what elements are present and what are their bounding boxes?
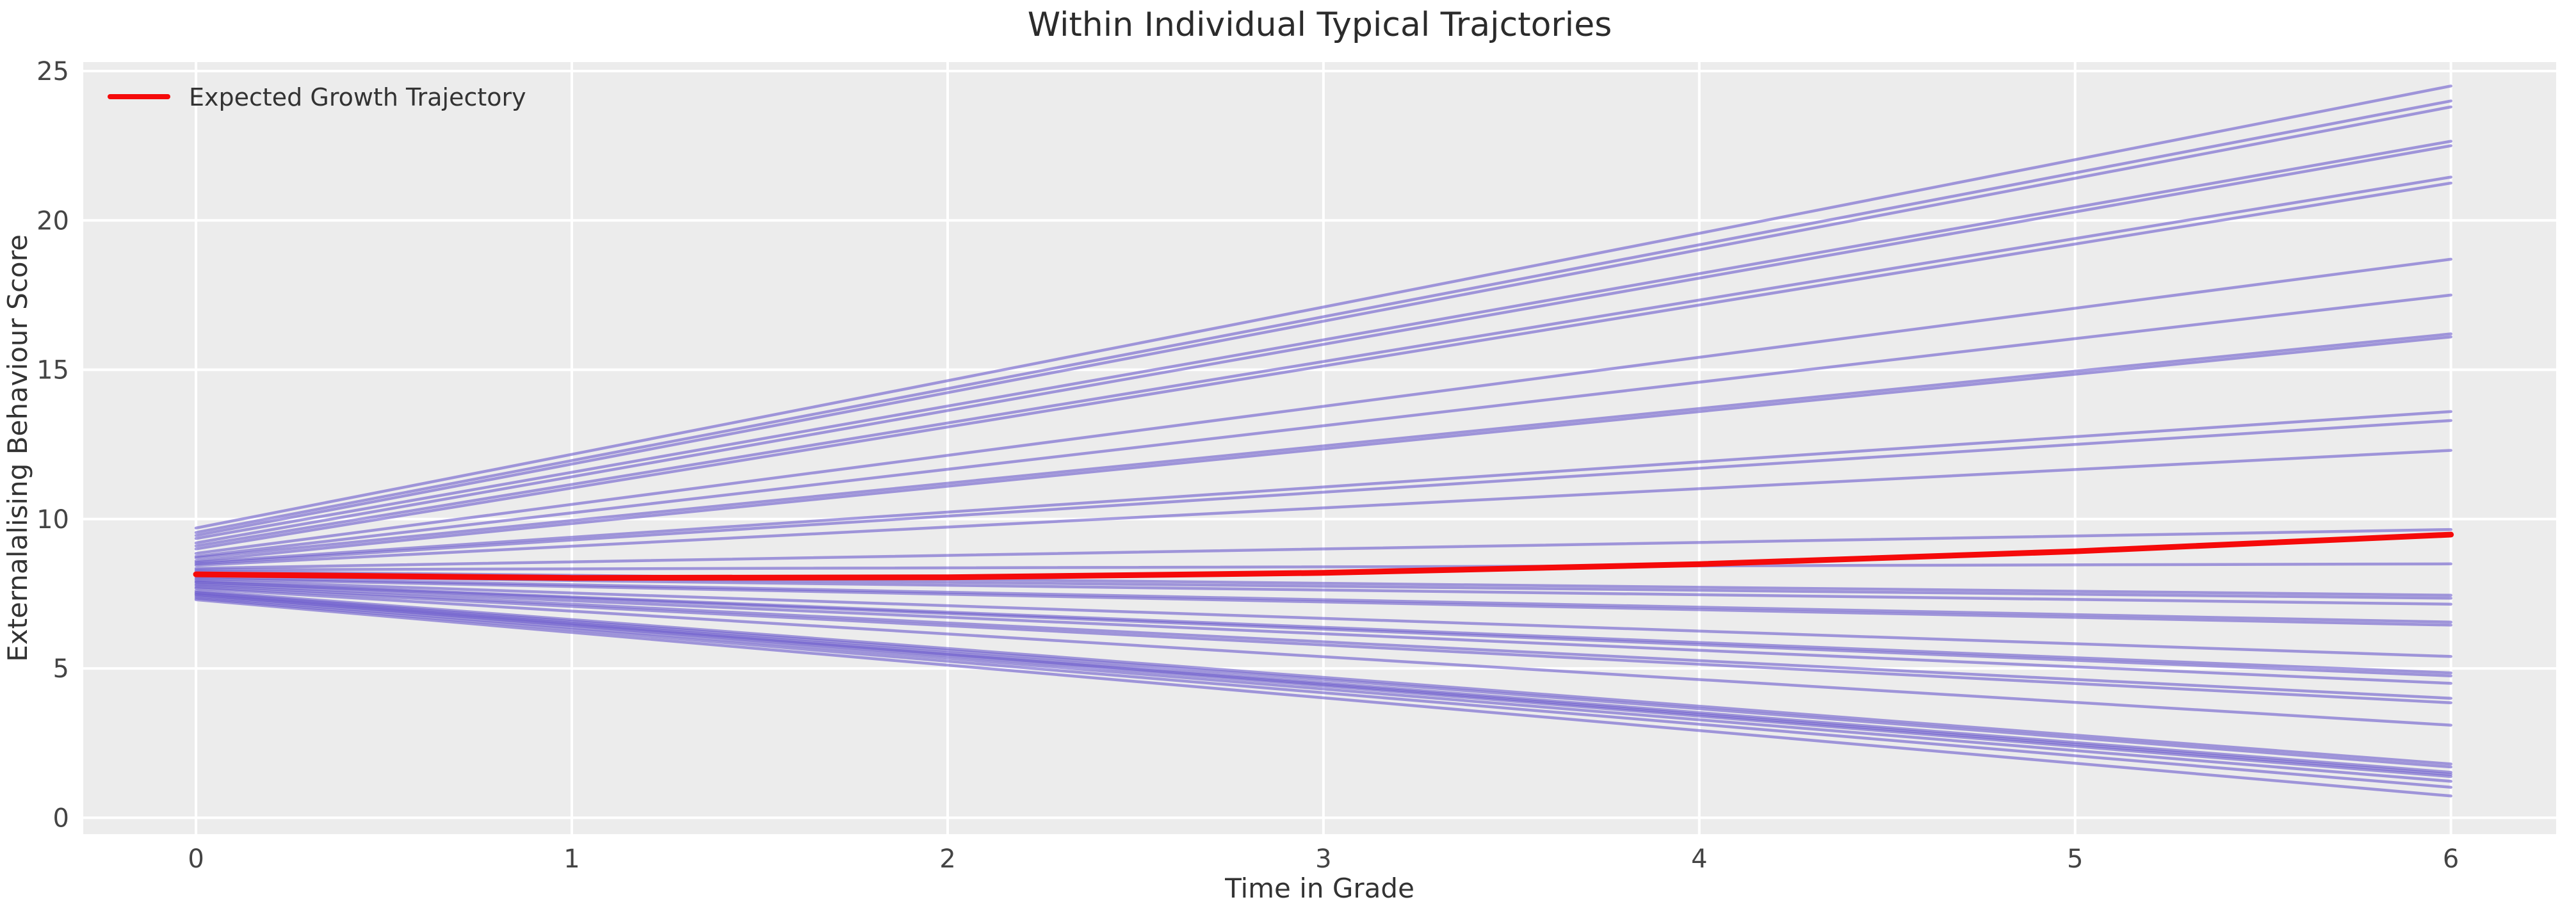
individual-trajectory-line [194, 576, 2452, 624]
individual-trajectory-line [194, 335, 2452, 563]
individual-trajectory-line [194, 584, 2452, 700]
y-tick-label: 25 [36, 57, 69, 86]
individual-trajectory-line [194, 144, 2452, 545]
individual-trajectory-line [194, 257, 2452, 555]
x-tick-label: 6 [2443, 844, 2459, 874]
x-tick-label: 5 [2067, 844, 2083, 874]
individual-trajectory-line [194, 595, 2452, 783]
individual-trajectory-line [194, 449, 2452, 567]
y-axis-label: Externalalising Behaviour Score [2, 234, 33, 662]
x-axis-label: Time in Grade [1224, 873, 1414, 904]
individual-trajectory-line [194, 332, 2452, 560]
x-tick-label: 4 [1691, 844, 1707, 874]
individual-trajectory-line [194, 85, 2452, 530]
individual-trajectory-line [194, 589, 2452, 766]
legend: Expected Growth Trajectory [108, 83, 526, 111]
individual-trajectory-line [194, 581, 2452, 677]
individual-trajectory-line [194, 585, 2452, 704]
x-tick-label: 2 [939, 844, 955, 874]
y-tick-label: 0 [53, 803, 69, 833]
y-tick-label: 20 [36, 206, 69, 236]
y-tick-label: 10 [36, 505, 69, 535]
individual-trajectory-line [194, 99, 2452, 535]
y-tick-label: 5 [53, 654, 69, 684]
grid-layer [83, 62, 2556, 834]
individual-trajectory-line [194, 562, 2452, 572]
tick-layer: 0 1 2 3 4 5 6 0 5 10 15 20 25 [36, 57, 2459, 874]
chart-title: Within Individual Typical Trajctories [1028, 6, 1612, 44]
x-tick-label: 3 [1315, 844, 1331, 874]
individual-trajectory-line [194, 293, 2452, 558]
x-tick-label: 0 [188, 844, 204, 874]
individual-trajectory-line [194, 175, 2452, 548]
individual-trajectory-line [194, 410, 2452, 564]
individual-trajectory-line [194, 586, 2452, 727]
individual-trajectory-line [194, 583, 2452, 685]
y-tick-label: 15 [36, 356, 69, 385]
individual-trajectory-line [194, 577, 2452, 627]
individual-trajectory-line [194, 590, 2452, 769]
individual-trajectory-line [194, 140, 2452, 540]
legend-label: Expected Growth Trajectory [189, 83, 526, 111]
expected-trajectory-line [193, 531, 2454, 581]
individual-trajectory-line [194, 181, 2452, 551]
individual-trajectory-line [194, 598, 2452, 798]
individual-trajectory-line [194, 579, 2452, 658]
series-layer [193, 85, 2454, 798]
individual-trajectory-line [194, 597, 2452, 789]
x-tick-label: 1 [563, 844, 579, 874]
individual-trajectory-line [194, 528, 2452, 570]
individual-trajectory-line [194, 593, 2452, 778]
individual-trajectory-line [194, 419, 2452, 566]
individual-trajectory-line [194, 105, 2452, 537]
